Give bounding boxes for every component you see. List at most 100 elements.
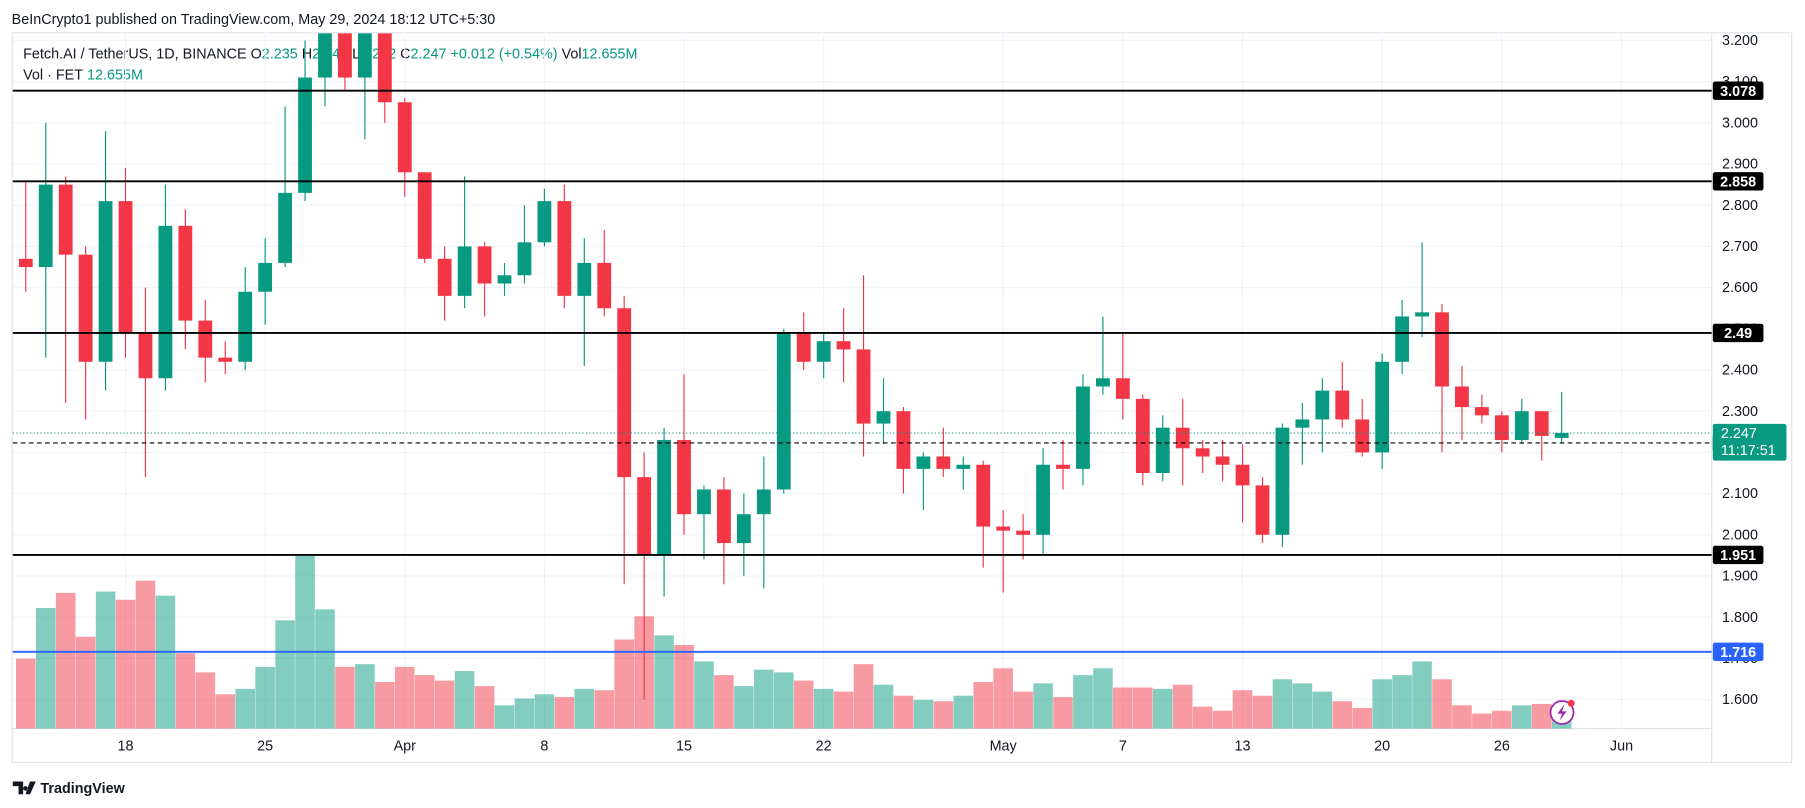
volume-bar [135,580,156,729]
candle-body [996,526,1011,531]
volume-bar [434,680,455,729]
candle-body [597,262,612,309]
candle-body [338,33,352,78]
vol-pane-legend: Vol · FET 12.655M [23,67,143,83]
volume-bar [35,608,56,729]
level-label: 2.49 [1724,326,1752,342]
volume-bar [594,690,615,729]
volume-bar [414,675,435,729]
level-label-box [1712,81,1764,100]
volume-bar [255,666,275,729]
overlays: 3.0782.8582.492.2231.9511.7162.24711:17:… [12,81,1787,661]
candle-body [617,308,632,478]
volume-bar [1352,708,1373,729]
x-tick-label: Jun [1610,738,1633,754]
candle-body [377,33,392,103]
volume-bar [534,694,555,729]
candle-body [138,332,153,379]
volume-bar [694,661,714,729]
volume-bar [1113,687,1133,729]
candle-body [697,489,711,515]
vol-pane-value: 12.655M [87,67,143,83]
publisher: BeInCrypto1 published on TradingView.com… [12,12,496,28]
x-tick-label: 26 [1494,738,1510,754]
volume-bar [474,686,495,729]
l-label: L [352,47,360,63]
candle-body [38,184,53,268]
candle-body [936,456,951,469]
volume-bar [494,705,515,729]
candle-body [756,489,771,515]
candle-body [1076,386,1090,469]
x-tick-label: May [990,738,1018,754]
volume-bar [115,599,136,729]
volume-bar [793,680,814,729]
candle-body [1275,427,1290,535]
volume-bar [734,686,754,729]
x-tick-label: 22 [816,738,832,754]
volume-bar [1452,705,1472,729]
candle-body [118,201,133,333]
candle-body [218,357,233,362]
candle-body [178,225,193,321]
candle-body [1534,411,1549,436]
volume-bar [1133,687,1153,729]
volume-bar [1412,661,1432,729]
y-tick-label: 1.600 [1722,692,1758,708]
volume-bar [1312,691,1333,729]
volume-bar [654,635,674,729]
candle-body [657,440,671,556]
volume-bar [394,666,415,729]
y-tick-label: 3.000 [1722,115,1758,131]
o-value: 2.235 [262,47,298,63]
volume-bar [853,664,874,729]
vol-pane-name: Vol · FET [23,67,83,83]
volume-bar [993,668,1013,729]
volume-bar [893,695,914,729]
candle-body [1195,448,1210,457]
x-tick-label: Apr [394,738,417,754]
volume-bar [275,620,295,729]
volume-bar [55,592,76,729]
level-label-box [1712,172,1764,191]
x-tick-label: 18 [118,738,134,754]
price-label: 2.247 [1721,426,1757,442]
volume-bar [1252,695,1273,729]
candle-body [357,33,372,78]
volume-bar [714,675,734,729]
volume-bar [674,644,694,729]
candle-body [876,411,891,424]
candle-body [497,275,512,284]
volume-bar [614,639,634,729]
candle-body [1474,407,1489,416]
x-tick-label: 8 [540,738,548,754]
volume-bar [1152,688,1173,729]
candle-body [1056,464,1070,469]
volume-bar [813,688,834,729]
candle-body [1215,456,1230,465]
volume-bar [933,701,954,729]
vol-value: 12.655M [582,47,638,63]
candle-body [1096,378,1110,387]
volume-bar [355,664,375,729]
y-tick-label: 1.800 [1722,610,1758,626]
volume-pane [16,555,1572,729]
candle-body [258,262,273,292]
volume-bar [554,697,575,729]
candle-body [916,456,931,469]
footer-logo [12,781,36,795]
volume-bar [873,684,894,729]
candle-body [1514,411,1529,441]
volume-bar [1272,679,1293,729]
volume-bar [335,666,355,729]
volume-bar [1392,675,1412,729]
candle-body [816,341,831,362]
candle-body [78,254,93,362]
volume-bar [1232,690,1253,729]
candle-body [397,102,412,173]
y-tick-label: 2.600 [1722,280,1758,296]
candle-body [1315,390,1330,420]
volume-bar [1292,683,1313,729]
candle-body [637,477,652,556]
